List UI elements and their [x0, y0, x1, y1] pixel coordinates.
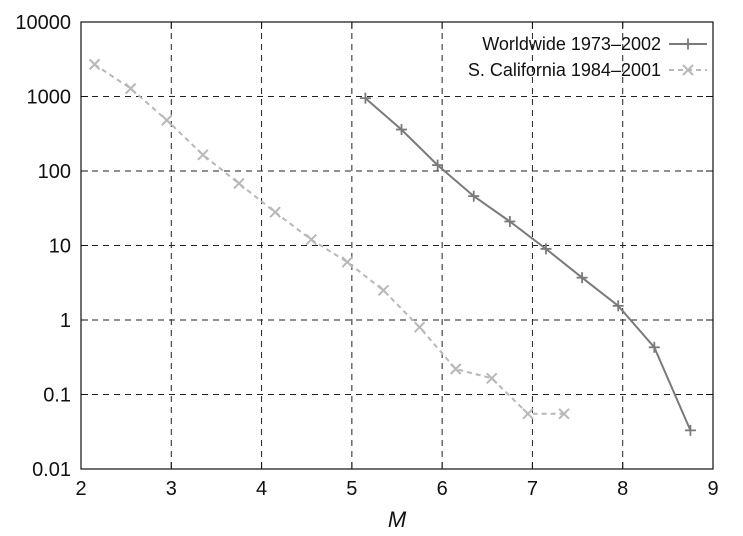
data-point-worldwide	[432, 159, 444, 171]
data-point-worldwide	[612, 300, 624, 312]
data-point-worldwide	[396, 124, 408, 136]
x-tick-label: 5	[346, 478, 357, 500]
legend-label-s-california: S. California 1984–2001	[468, 60, 661, 80]
data-point-s-california-stroke	[233, 177, 245, 190]
plot-frame	[80, 21, 714, 470]
x-tick-label: 9	[707, 478, 718, 500]
data-point-s-california-stroke	[269, 206, 281, 218]
y-tick-label: 1	[60, 310, 71, 332]
data-point-s-california	[88, 58, 101, 71]
data-point-s-california	[197, 149, 209, 161]
data-point-s-california-stroke	[558, 408, 570, 420]
y-tick-label: 0.1	[43, 385, 71, 407]
data-point-s-california	[413, 321, 426, 333]
x-tick-label: 6	[437, 478, 448, 500]
data-point-s-california	[124, 82, 137, 95]
data-point-s-california	[449, 363, 462, 375]
data-point-s-california	[522, 408, 534, 420]
x-tick-label: 3	[166, 478, 177, 500]
x-tick-label: 8	[617, 478, 628, 500]
legend-marker-s-california-stroke	[682, 64, 694, 76]
data-point-s-california	[305, 233, 317, 246]
data-point-s-california-stroke	[341, 256, 354, 268]
data-point-s-california-stroke	[197, 149, 209, 161]
data-point-s-california	[486, 372, 498, 385]
x-tick-label: 7	[527, 478, 538, 500]
data-point-s-california-stroke	[161, 114, 173, 126]
data-point-worldwide	[576, 272, 588, 284]
data-point-s-california	[269, 206, 281, 218]
legend-marker-worldwide	[682, 38, 694, 50]
data-point-worldwide	[504, 215, 516, 227]
y-tick-label: 10000	[15, 12, 71, 34]
grid-layer	[81, 22, 713, 469]
series-line-worldwide	[364, 97, 692, 431]
data-point-s-california	[161, 114, 173, 126]
data-point-worldwide	[540, 243, 552, 255]
data-point-worldwide	[359, 92, 371, 104]
y-tick-label: 10	[49, 236, 71, 258]
data-point-s-california-stroke	[88, 58, 101, 71]
x-axis-title: M	[388, 507, 407, 532]
x-tick-label: 2	[75, 478, 86, 500]
legend-label-worldwide: Worldwide 1973–2002	[482, 34, 661, 54]
legend: Worldwide 1973–2002 S. California 1984–2…	[468, 34, 707, 80]
data-point-worldwide	[468, 190, 480, 202]
legend-marker-s-california	[682, 64, 694, 76]
data-point-worldwide	[684, 424, 696, 436]
data-point-s-california	[558, 408, 570, 420]
data-point-s-california-stroke	[522, 408, 534, 420]
data-point-s-california-stroke	[449, 363, 462, 375]
data-point-s-california-stroke	[305, 233, 317, 246]
legend-samples	[669, 38, 707, 76]
series-layer	[88, 58, 696, 436]
y-tick-label: 1000	[27, 87, 72, 109]
data-point-s-california	[341, 256, 354, 268]
data-point-worldwide	[648, 341, 660, 353]
x-tick-label: 4	[256, 478, 267, 500]
data-point-s-california-stroke	[124, 82, 137, 95]
data-point-s-california-stroke	[377, 284, 390, 297]
data-point-s-california-stroke	[413, 321, 426, 333]
data-point-s-california-stroke	[486, 372, 498, 385]
tick-layer: 2 3 4 5 6 7 8 9 0.01 0.1 1 10 100 1000 10000	[15, 12, 718, 500]
y-tick-label: 0.01	[32, 459, 71, 481]
series-line-s-california	[93, 63, 564, 415]
y-tick-label: 100	[38, 161, 71, 183]
data-point-s-california	[233, 177, 245, 190]
data-point-s-california	[377, 284, 390, 297]
